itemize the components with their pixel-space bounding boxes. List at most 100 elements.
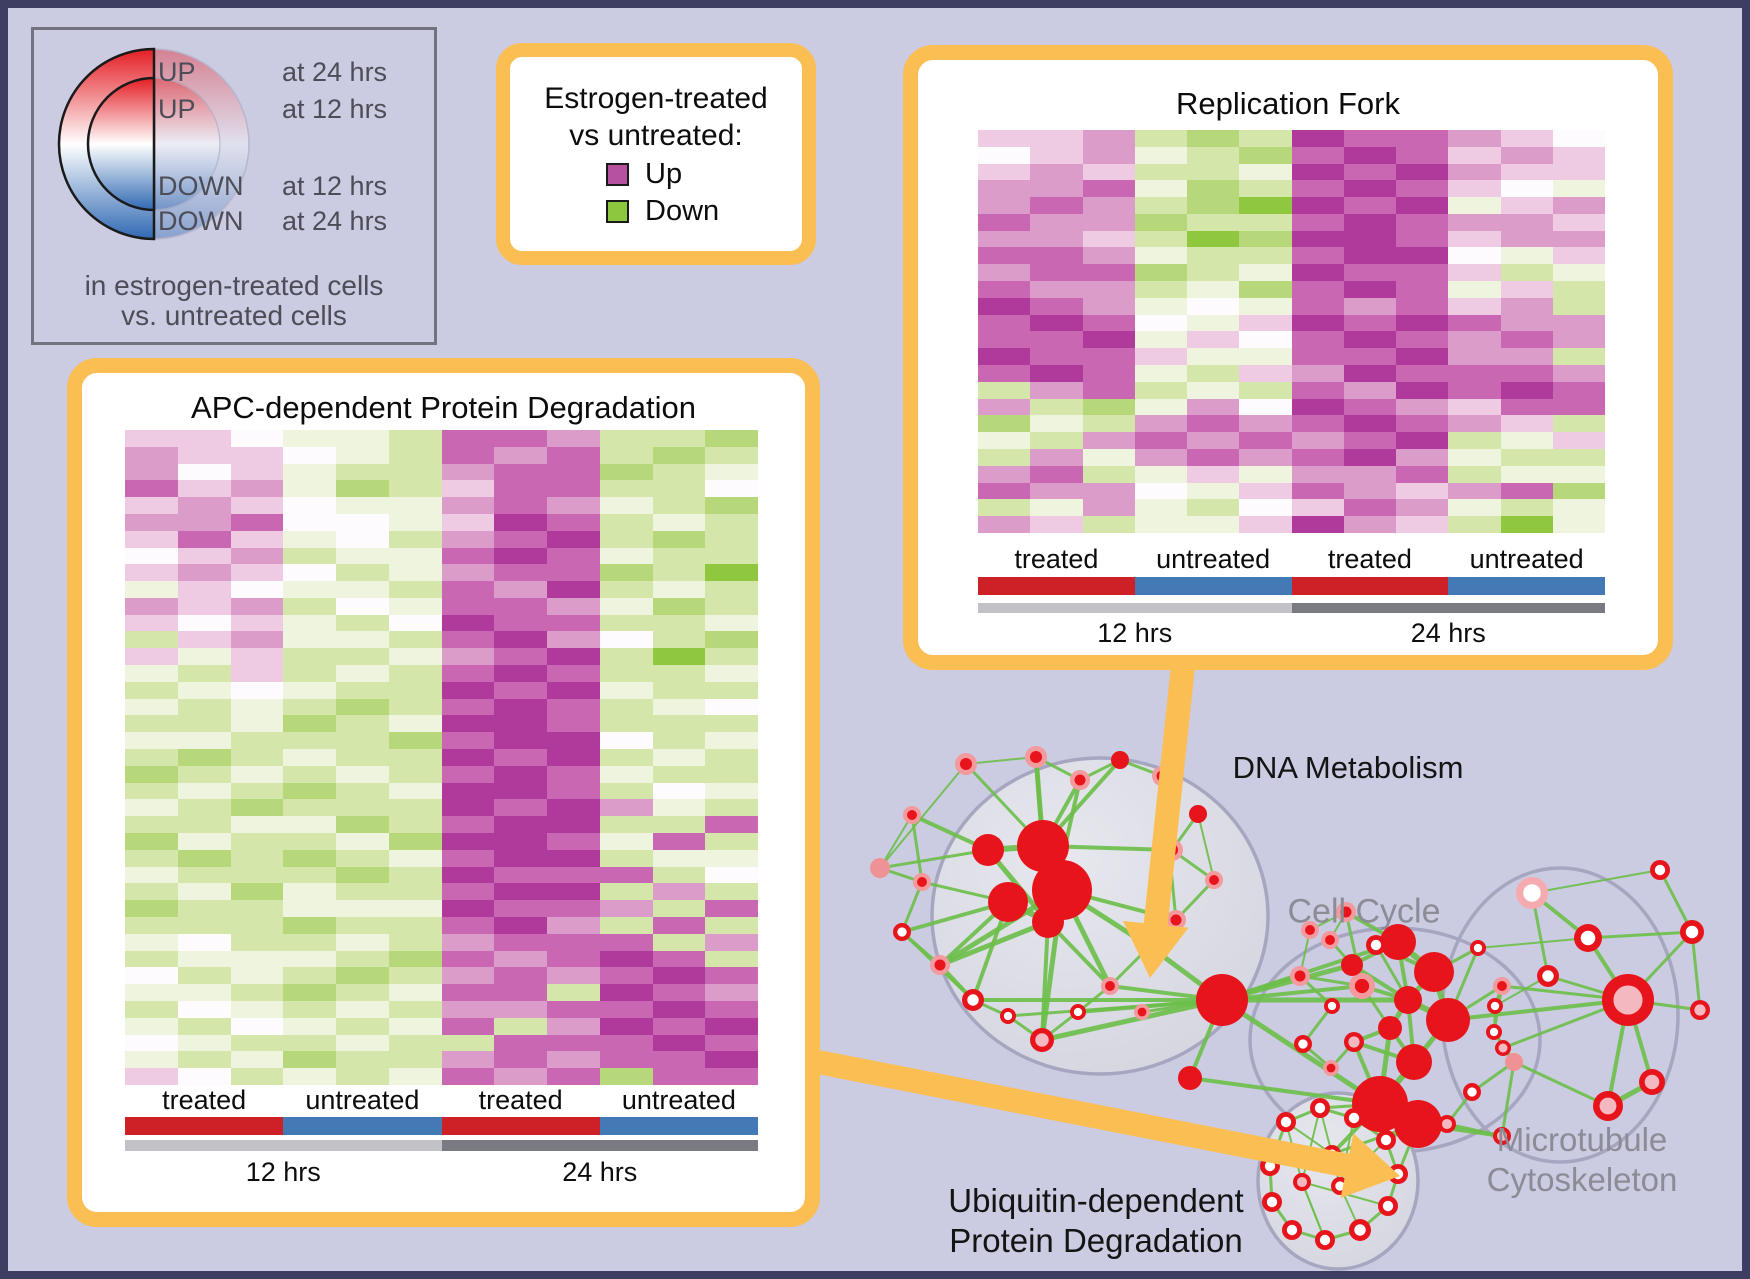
treated-condition-bar-segment: [441, 1117, 600, 1135]
heatmap-cell: [336, 967, 389, 985]
network-node[interactable]: [988, 882, 1028, 922]
heatmap-cell: [1291, 516, 1344, 533]
heatmap-cell: [1500, 163, 1553, 181]
network-node[interactable]: [1414, 952, 1454, 992]
network-node-core: [1473, 943, 1483, 953]
heatmap-cell: [547, 967, 600, 985]
heatmap-cell: [652, 581, 706, 598]
heatmap-cell: [283, 497, 336, 514]
heatmap-cell: [1291, 146, 1344, 164]
network-node[interactable]: [1380, 924, 1416, 960]
network-node-core: [1137, 1007, 1147, 1017]
heatmap-cell: [388, 530, 442, 548]
heatmap-cell: [705, 933, 758, 951]
replication-fork-heatmap[interactable]: [978, 130, 1605, 533]
network-node[interactable]: [1196, 974, 1248, 1026]
heatmap-cell: [177, 597, 231, 615]
heatmap-cell: [283, 530, 336, 548]
heatmap-cell: [1187, 348, 1240, 366]
heatmap-cell: [1396, 482, 1449, 500]
heatmap-cell: [599, 950, 653, 968]
network-node[interactable]: [1111, 751, 1129, 769]
heatmap-cell: [1396, 432, 1449, 450]
network-node[interactable]: [1394, 1100, 1442, 1148]
apc-heatmap[interactable]: [125, 430, 758, 1085]
heatmap-cell: [599, 581, 653, 598]
heatmap-cell: [547, 715, 600, 733]
heatmap-cell: [230, 933, 284, 951]
heatmap-cell: [1187, 415, 1240, 433]
heatmap-cell: [547, 430, 600, 447]
heatmap-cell: [1187, 432, 1240, 450]
network-node[interactable]: [1341, 954, 1363, 976]
heatmap-cell: [1500, 247, 1553, 265]
heatmap-cell: [336, 547, 389, 565]
heatmap-cell: [177, 799, 231, 817]
heatmap-cell: [1030, 264, 1083, 282]
concentric-ring-diagram: [57, 47, 250, 241]
network-edge: [910, 813, 924, 884]
heatmap-cell: [283, 816, 336, 834]
heatmap-cell: [1343, 230, 1396, 248]
heatmap-cell: [599, 1001, 653, 1018]
heatmap-cell: [599, 513, 653, 531]
network-node-core: [1441, 1118, 1453, 1130]
heatmap-cell: [388, 631, 442, 649]
network-node-core: [1496, 1130, 1508, 1142]
network-node[interactable]: [1017, 820, 1069, 872]
network-node[interactable]: [1426, 998, 1470, 1042]
heatmap-cell: [388, 665, 442, 682]
heatmap-cell: [652, 631, 706, 649]
network-node[interactable]: [1352, 1076, 1408, 1132]
network-node[interactable]: [1032, 860, 1092, 920]
heatmap-cell: [1343, 465, 1396, 483]
network-node[interactable]: [870, 858, 890, 878]
heatmap-cell: [441, 513, 495, 531]
heatmap-cell: [125, 698, 178, 716]
network-node-core: [1694, 1004, 1706, 1016]
heatmap-cell: [1500, 365, 1553, 382]
heatmap-cell: [978, 197, 1031, 214]
network-node[interactable]: [1378, 1016, 1402, 1040]
heatmap-cell: [283, 749, 336, 766]
heatmap-cell: [177, 933, 231, 951]
network-node[interactable]: [1189, 805, 1207, 823]
heatmap-cell: [230, 463, 284, 481]
heatmap-cell: [547, 1034, 600, 1052]
heatmap-cell: [1239, 348, 1292, 366]
heatmap-cell: [1552, 180, 1605, 198]
heatmap-cell: [388, 883, 442, 901]
network-node-core: [1003, 1011, 1013, 1021]
heatmap-cell: [494, 681, 547, 699]
repfork-time-bar: [978, 603, 1605, 613]
heatmap-cell: [388, 564, 442, 582]
heatmap-cell: [652, 463, 706, 481]
heatmap-cell: [230, 547, 284, 565]
heatmap-cell: [599, 833, 653, 850]
heatmap-cell: [494, 564, 547, 582]
heatmap-cell: [652, 614, 706, 632]
heatmap-cell: [1082, 331, 1135, 349]
network-node[interactable]: [972, 834, 1004, 866]
heatmap-cell: [125, 681, 178, 699]
heatmap-cell: [1239, 331, 1292, 349]
heatmap-cell: [283, 900, 336, 918]
heatmap-cell: [441, 1001, 495, 1018]
heatmap-cell: [388, 463, 442, 481]
network-node[interactable]: [1396, 1044, 1432, 1080]
network-node[interactable]: [1032, 906, 1064, 938]
heatmap-cell: [652, 1017, 706, 1035]
network-node[interactable]: [1505, 1053, 1523, 1071]
heatmap-cell: [1343, 146, 1396, 164]
network-node-core: [907, 810, 917, 820]
heatmap-cell: [336, 698, 389, 716]
annotation-arrow-shaft: [815, 1050, 1356, 1179]
heatmap-cell: [1030, 130, 1083, 147]
heatmap-cell: [1134, 297, 1187, 315]
heatmap-cell: [1291, 130, 1344, 147]
heatmap-cell: [1291, 180, 1344, 198]
heatmap-cell: [177, 1034, 231, 1052]
heatmap-cell: [441, 732, 495, 750]
network-node[interactable]: [1178, 1066, 1202, 1090]
network-node[interactable]: [1394, 986, 1422, 1014]
